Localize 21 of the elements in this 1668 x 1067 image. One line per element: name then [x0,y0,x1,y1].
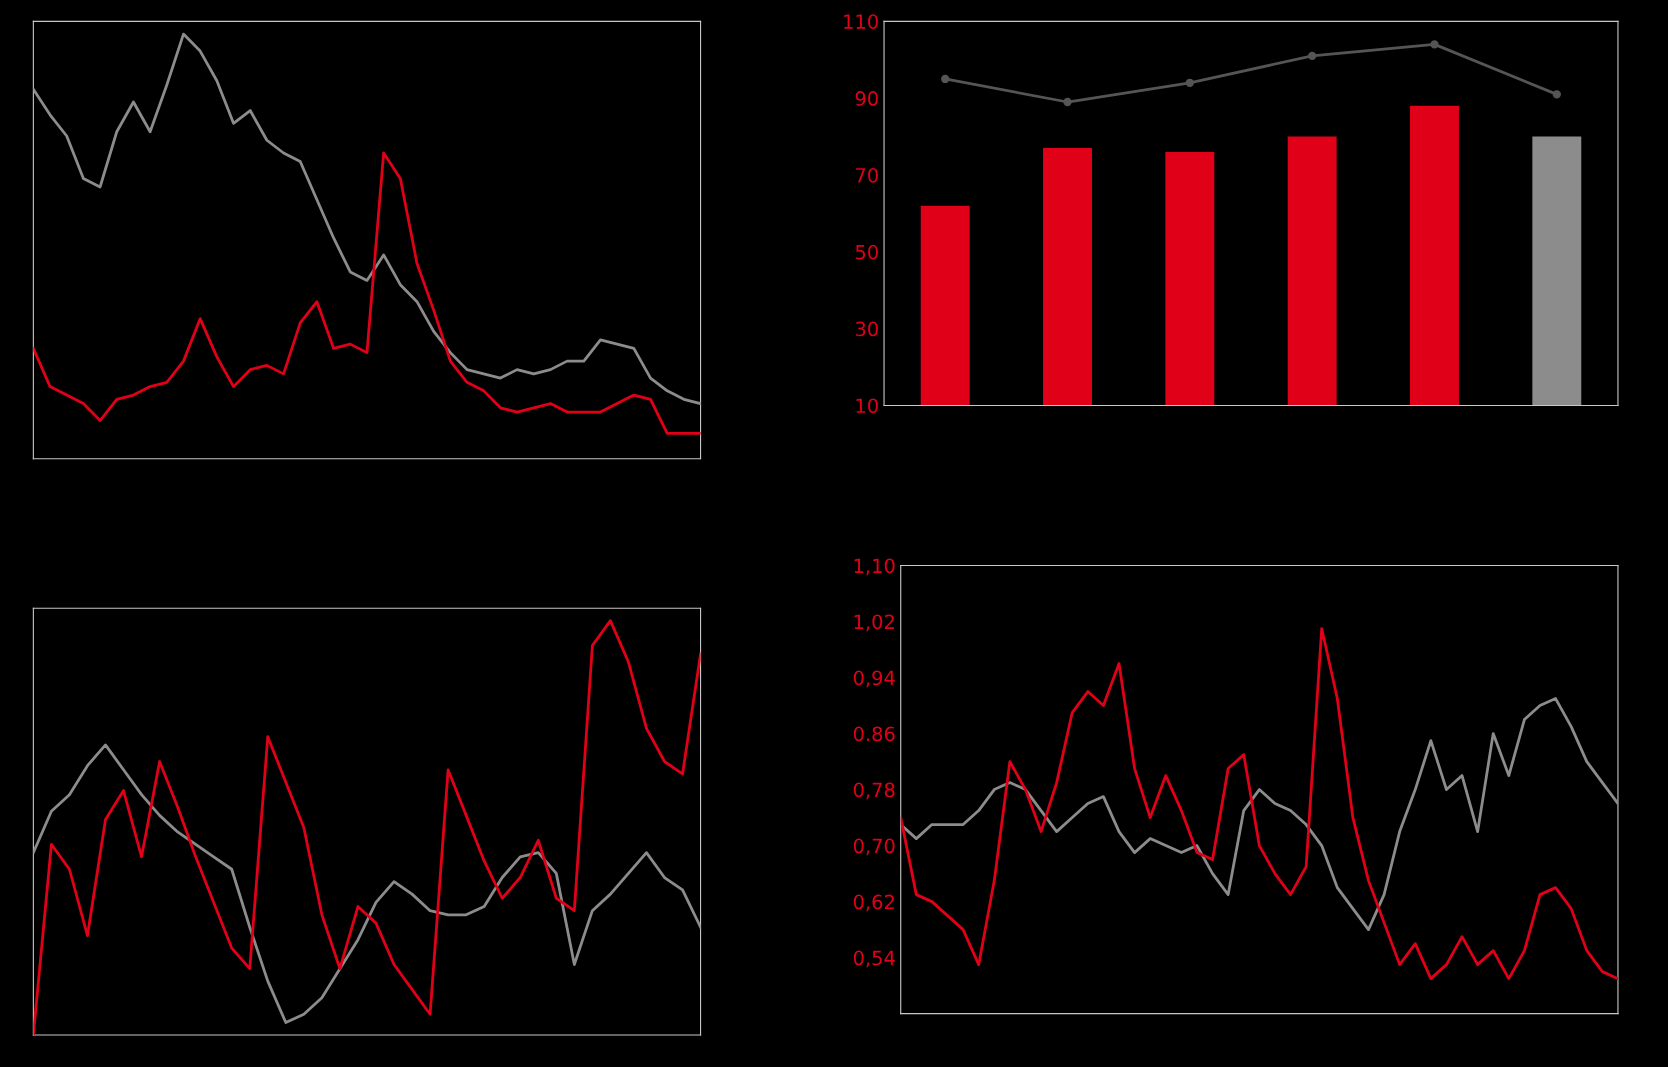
point [1307,51,1317,61]
y-tick-label: 0,54 [853,950,895,968]
point [1430,40,1439,49]
y-tick-label: 1,02 [854,614,894,632]
y-tick-label: 50 [855,244,878,260]
point [1063,97,1072,107]
y-tick-label: 0,70 [853,838,895,856]
y-tick-label: 0,78 [853,782,895,800]
point [1185,78,1195,87]
y-tick-label: 110 [844,14,878,29]
line-series [900,627,1618,981]
y-tick-label: 30 [855,321,878,337]
point [1552,90,1561,99]
y-tick-label: 90 [855,91,878,106]
y-tick-label: 70 [856,167,878,183]
y-tick-label: 0,62 [853,894,894,912]
y-tick-label: 0,94 [853,670,895,688]
y-tick-label: 1,10 [854,558,895,576]
y-tick-label: 10 [856,398,878,414]
point [941,74,950,84]
y-tick-label: 0.86 [853,726,895,742]
